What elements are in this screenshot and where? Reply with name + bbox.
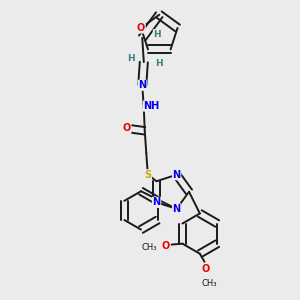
Text: H: H [153,30,161,39]
Text: N: N [138,80,146,90]
Text: H: H [127,55,135,64]
Text: S: S [144,170,152,180]
Text: O: O [161,241,169,251]
Text: N: N [172,170,181,180]
Text: O: O [137,23,145,33]
Text: O: O [123,123,131,133]
Text: O: O [202,264,210,274]
Text: H: H [155,59,163,68]
Text: N: N [152,197,160,207]
Text: CH₃: CH₃ [201,279,217,288]
Text: CH₃: CH₃ [142,243,157,252]
Text: N: N [172,204,181,214]
Text: NH: NH [143,101,160,111]
